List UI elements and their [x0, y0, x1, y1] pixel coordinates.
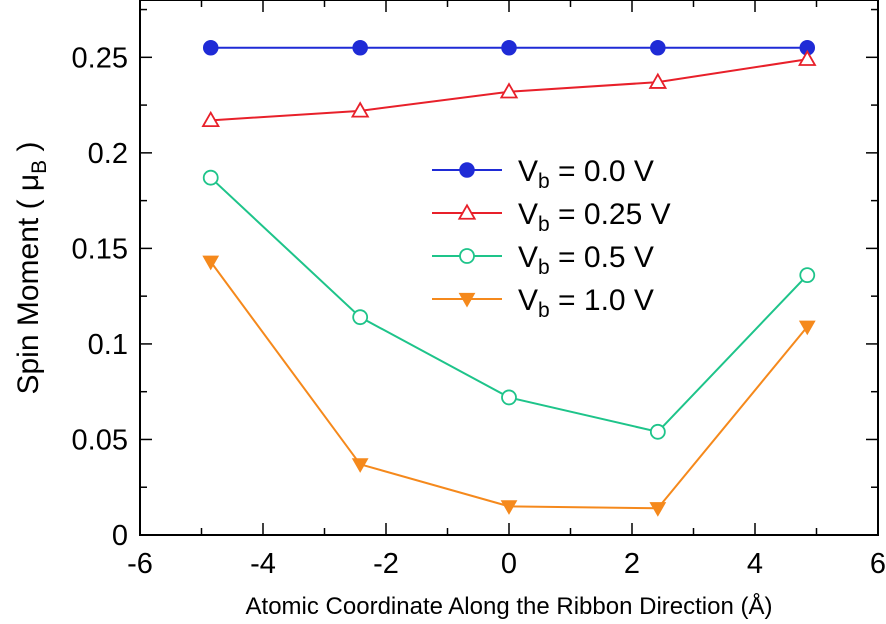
y-tick-labels: 0 0.05 0.1 0.15 0.2 0.25 [72, 42, 128, 552]
data-point [352, 309, 369, 326]
y-tick-label: 0.25 [72, 42, 128, 74]
series-layer [201, 40, 817, 517]
y-axis-title-main: Spin Moment ( μ [12, 174, 45, 395]
data-point [458, 292, 476, 308]
legend-label: Vb = 1.0 V [518, 284, 654, 322]
data-point [798, 49, 817, 66]
data-point [649, 423, 666, 440]
legend-entry: Vb = 0.25 V [432, 198, 671, 236]
legend-label-name: V [518, 284, 538, 317]
y-axis-title-end: ) [12, 141, 45, 159]
x-tick-label: 4 [747, 548, 763, 580]
data-point [202, 169, 219, 186]
data-point [501, 389, 517, 406]
legend-label-sub: b [538, 256, 550, 279]
x-tick-label: 2 [624, 548, 640, 580]
legend-label-name: V [518, 198, 538, 231]
y-tick-label: 0.2 [88, 138, 128, 170]
axis-ticks [139, 0, 879, 536]
data-point [459, 248, 475, 264]
data-point [201, 110, 220, 128]
x-tick-label: -2 [373, 548, 399, 580]
legend-label-name: V [518, 155, 538, 188]
y-axis-title-sub: B [28, 160, 51, 174]
data-point [202, 255, 220, 271]
series-1 [201, 49, 817, 128]
x-tick-label: -6 [127, 548, 153, 580]
data-point [459, 162, 475, 178]
series-line [209, 261, 809, 510]
series-0 [202, 40, 816, 56]
data-point [351, 458, 369, 473]
data-point [648, 72, 668, 89]
data-point [798, 320, 816, 336]
legend-label-suffix: = 0.25 V [550, 198, 671, 231]
data-point [499, 82, 519, 99]
data-point [650, 40, 666, 56]
x-tick-label: -4 [250, 548, 276, 580]
y-tick-label: 0 [112, 520, 128, 552]
y-tick-label: 0.1 [88, 329, 128, 361]
data-point [457, 203, 477, 220]
x-axis-title: Atomic Coordinate Along the Ribbon Direc… [246, 592, 773, 620]
plot-frame [139, 0, 879, 536]
legend-entry: Vb = 1.0 V [432, 284, 654, 322]
legend-label-suffix: = 1.0 V [550, 284, 654, 317]
data-point [799, 267, 816, 284]
y-tick-label: 0.05 [72, 424, 128, 456]
legend-label: Vb = 0.0 V [518, 155, 654, 193]
legend-label-sub: b [538, 299, 550, 322]
legend-entry: Vb = 0.5 V [432, 241, 654, 279]
legend: Vb = 0.0 VVb = 0.25 VVb = 0.5 VVb = 1.0 … [432, 155, 671, 322]
data-point [202, 40, 219, 56]
legend-label: Vb = 0.25 V [518, 198, 671, 236]
x-tick-label: 0 [501, 548, 517, 580]
x-tick-label: 6 [870, 548, 886, 580]
legend-label-sub: b [538, 213, 550, 236]
data-point [352, 40, 368, 56]
series-2 [202, 169, 816, 440]
data-point [350, 101, 370, 118]
data-point [501, 40, 517, 56]
y-axis-title: Spin Moment ( μB ) [12, 141, 51, 394]
legend-label-suffix: = 0.5 V [550, 241, 654, 274]
legend-label-sub: b [538, 170, 550, 193]
series-3 [202, 255, 816, 517]
legend-label-suffix: = 0.0 V [550, 155, 654, 188]
y-tick-label: 0.15 [72, 233, 128, 265]
x-tick-labels: -6 -4 -2 0 2 4 6 [127, 548, 886, 580]
legend-label-name: V [518, 241, 538, 274]
legend-entry: Vb = 0.0 V [432, 155, 654, 193]
legend-label: Vb = 0.5 V [518, 241, 654, 279]
data-point [500, 500, 518, 515]
data-point [649, 502, 667, 517]
